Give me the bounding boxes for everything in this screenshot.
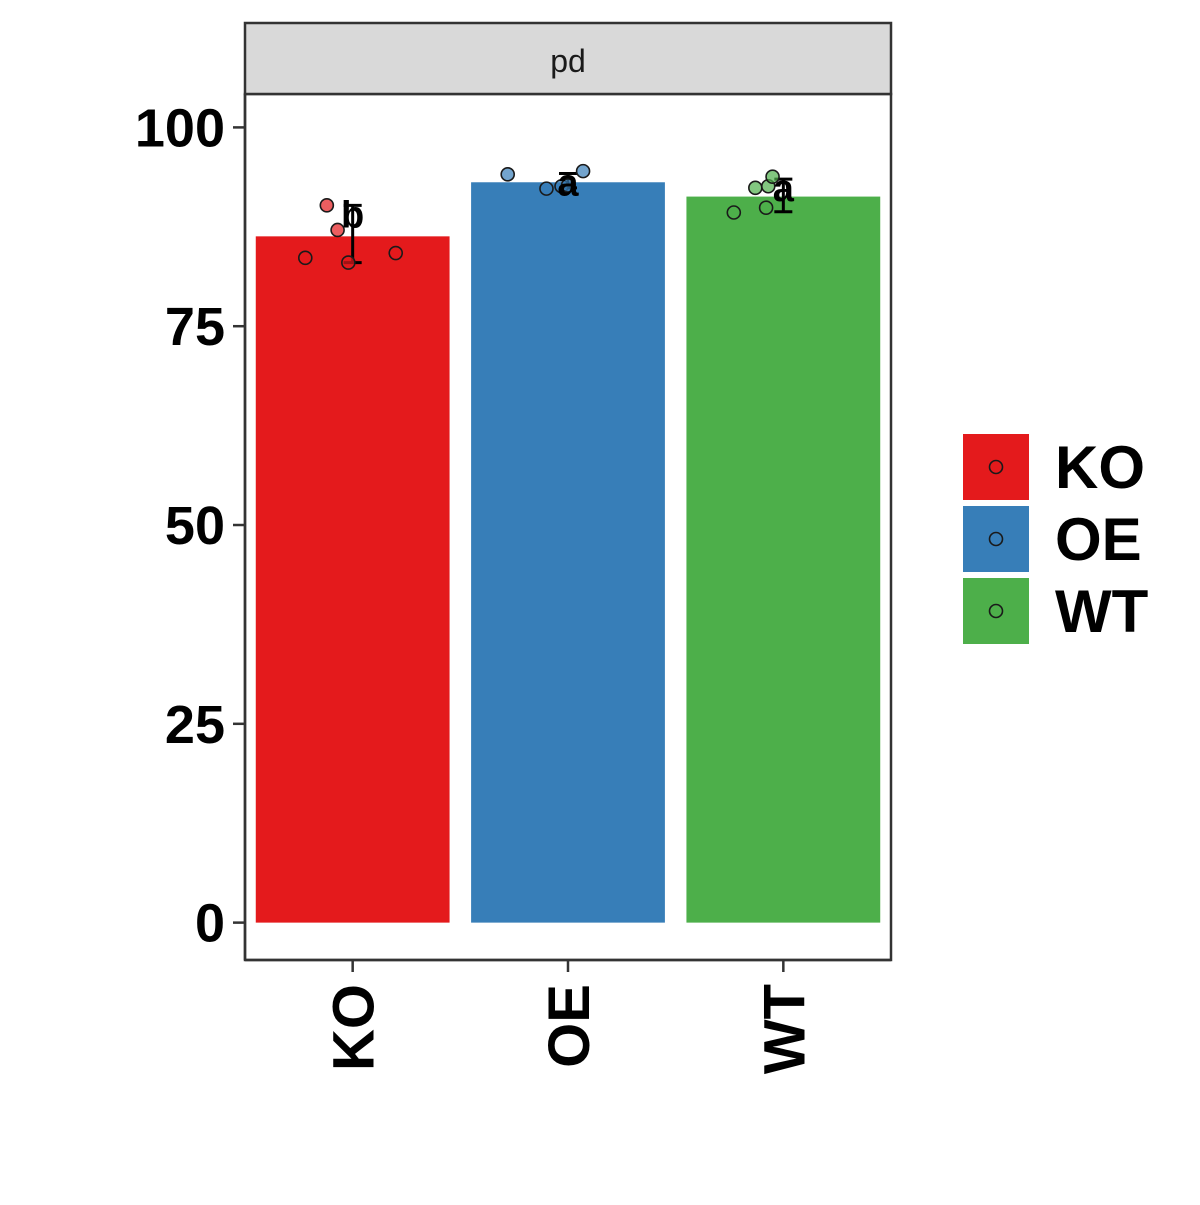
legend-key-ko bbox=[963, 434, 1029, 500]
y-tick-label: 25 bbox=[165, 695, 225, 755]
bar-oe bbox=[471, 182, 665, 923]
significance-letter-oe: a bbox=[557, 163, 579, 205]
y-tick-label: 0 bbox=[195, 894, 225, 954]
data-point-oe bbox=[560, 178, 576, 193]
points-layer bbox=[297, 163, 780, 270]
x-tick-label-ko: KO bbox=[322, 984, 387, 1071]
data-point-wt bbox=[765, 169, 780, 185]
y-tick-label: 50 bbox=[165, 496, 225, 556]
x-tick-label-oe: OE bbox=[537, 984, 602, 1068]
y-tick-label: 100 bbox=[135, 98, 225, 158]
data-point-oe bbox=[500, 167, 516, 182]
legend-point-oe bbox=[988, 531, 1004, 547]
legend-point-ko bbox=[988, 459, 1004, 475]
data-point-ko bbox=[388, 245, 404, 261]
legend-point-wt bbox=[988, 603, 1004, 619]
legend-key-oe bbox=[963, 506, 1029, 572]
legend-label-wt: WT bbox=[1055, 578, 1148, 645]
y-axis: 0 25 50 75 100 bbox=[135, 94, 247, 960]
bars-layer bbox=[255, 182, 881, 923]
significance-letter-wt: a bbox=[773, 168, 795, 210]
data-point-ko bbox=[330, 222, 345, 238]
data-point-oe bbox=[539, 181, 554, 196]
data-point-wt bbox=[758, 200, 774, 216]
significance-letter-ko: b bbox=[341, 194, 364, 236]
legend-label-ko: KO bbox=[1055, 434, 1145, 501]
data-point-ko bbox=[319, 198, 335, 213]
data-point-wt bbox=[726, 205, 742, 220]
data-point-oe bbox=[575, 163, 591, 179]
data-point-ko bbox=[341, 255, 356, 270]
bar-wt bbox=[686, 196, 881, 923]
bar-ko bbox=[255, 236, 450, 923]
x-tick-label-wt: WT bbox=[752, 984, 817, 1074]
legend-label-oe: OE bbox=[1055, 506, 1142, 573]
significance-letters-layer: ba a bbox=[341, 163, 795, 237]
data-point-ko bbox=[297, 250, 313, 266]
x-axis: KO OE WT bbox=[245, 958, 891, 1074]
legend-key-wt bbox=[963, 578, 1029, 644]
data-point-wt bbox=[748, 180, 763, 196]
facet-strip-label: pd bbox=[550, 43, 586, 79]
facet-strip bbox=[243, 21, 893, 96]
y-tick-label: 75 bbox=[165, 297, 225, 357]
